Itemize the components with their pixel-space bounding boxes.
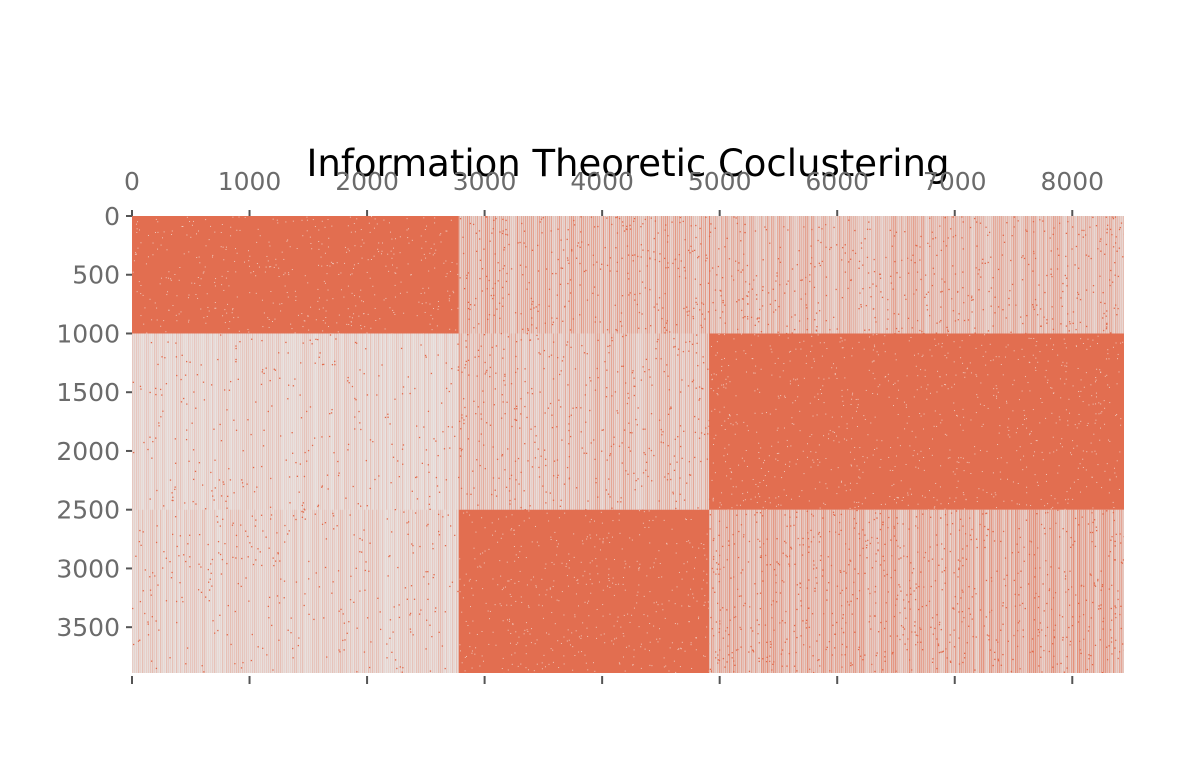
cocluster-block-r1-c2	[458, 216, 711, 335]
x-tick-label: 1000	[218, 167, 282, 196]
cocluster-block-r2-c3	[709, 333, 1124, 511]
cocluster-block-r2-c2	[458, 333, 711, 511]
x-tick-label: 3000	[453, 167, 517, 196]
x-tick-label: 2000	[335, 167, 399, 196]
y-tick-label: 0	[104, 202, 120, 231]
chart-title: Information Theoretic Coclustering	[307, 142, 950, 185]
cocluster-block-r1-c3	[709, 216, 1124, 335]
y-tick-label: 1500	[56, 378, 120, 407]
x-tick-label: 7000	[923, 167, 987, 196]
y-tick-label: 3000	[56, 554, 120, 583]
x-tick-label: 4000	[570, 167, 634, 196]
plot-area	[132, 216, 1124, 673]
x-axis-bottom	[131, 676, 1074, 684]
y-axis: 0 500 1000 1500 2000 2500 3000 3500	[56, 202, 132, 642]
x-tick-label: 5000	[688, 167, 752, 196]
cocluster-block-r1-c1	[132, 216, 459, 335]
x-tick-label: 0	[124, 167, 140, 196]
x-tick-label: 8000	[1040, 167, 1104, 196]
cocluster-block-r3-c1	[132, 509, 460, 673]
y-tick-label: 500	[72, 261, 120, 290]
cocluster-block-r2-c1	[132, 333, 460, 511]
y-tick-label: 2500	[56, 496, 120, 525]
x-axis-top: 0 1000 2000 3000 4000 5000 6000 7000 8000	[124, 167, 1104, 216]
y-tick-label: 3500	[56, 613, 120, 642]
cocluster-block-r3-c3	[709, 509, 1124, 673]
y-tick-label: 2000	[56, 437, 120, 466]
y-tick-label: 1000	[56, 319, 120, 348]
cocluster-block-r3-c2	[458, 509, 710, 673]
x-tick-label: 6000	[805, 167, 869, 196]
